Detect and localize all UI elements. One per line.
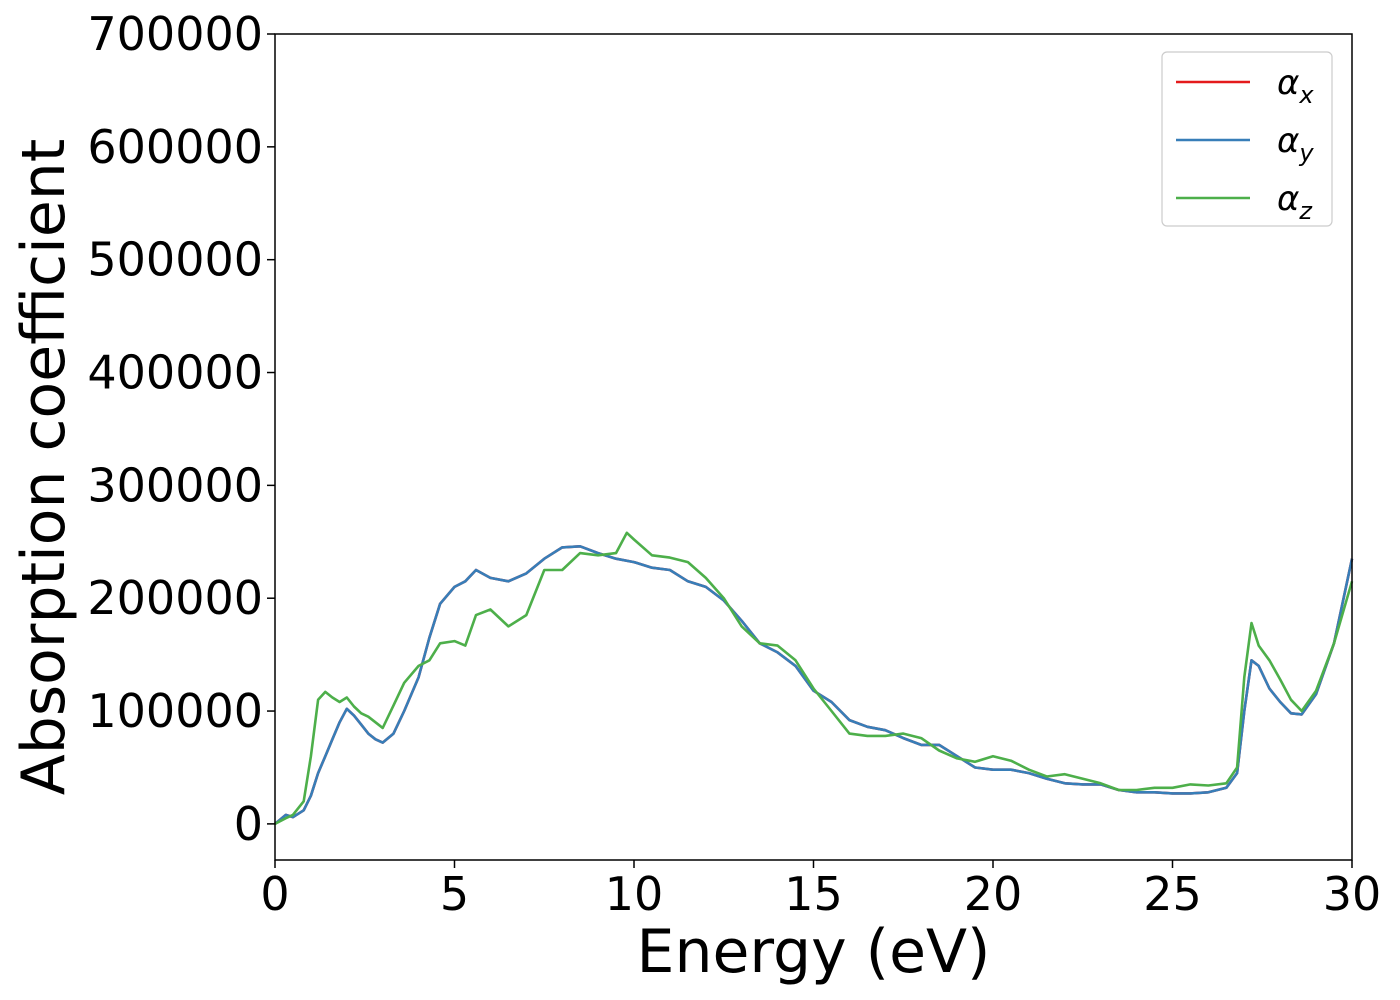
x-axis-title: Energy (eV) — [637, 917, 991, 987]
y-tick-label: 400000 — [87, 346, 263, 400]
y-tick-label: 300000 — [87, 458, 263, 512]
x-ticks: 0 5 10 15 20 25 30 — [260, 860, 1381, 921]
series-line-x — [274, 545, 1354, 825]
legend-label-base: α — [1277, 63, 1299, 103]
legend-label-z: αz — [1277, 179, 1313, 225]
y-tick-label: 500000 — [87, 233, 263, 287]
y-tick-label: 200000 — [87, 571, 263, 625]
series-line-z — [274, 531, 1354, 826]
x-tick-label: 20 — [964, 867, 1023, 921]
x-tick-label: 15 — [784, 867, 843, 921]
legend-label-sub: z — [1298, 197, 1313, 225]
y-tick-label: 700000 — [87, 7, 263, 61]
series-layer — [274, 531, 1354, 826]
series-line-y — [274, 545, 1354, 825]
y-ticks: 0 100000 200000 300000 400000 500000 600000 700… — [87, 7, 275, 851]
x-tick-label: 25 — [1143, 867, 1202, 921]
x-tick-label: 0 — [260, 867, 289, 921]
legend-label-sub: x — [1298, 81, 1314, 109]
y-tick-label: 0 — [234, 797, 263, 851]
legend-label-base: α — [1277, 179, 1299, 219]
x-tick-label: 30 — [1323, 867, 1382, 921]
legend-label-y: αy — [1277, 121, 1314, 167]
legend-label-base: α — [1277, 121, 1299, 161]
x-tick-label: 5 — [440, 867, 469, 921]
x-tick-label: 10 — [605, 867, 664, 921]
legend-label-x: αx — [1277, 63, 1314, 109]
y-axis-title: Absorption coefficient — [9, 139, 79, 796]
legend-label-sub: y — [1298, 139, 1314, 167]
y-tick-label: 600000 — [87, 120, 263, 174]
y-tick-label: 100000 — [87, 684, 263, 738]
